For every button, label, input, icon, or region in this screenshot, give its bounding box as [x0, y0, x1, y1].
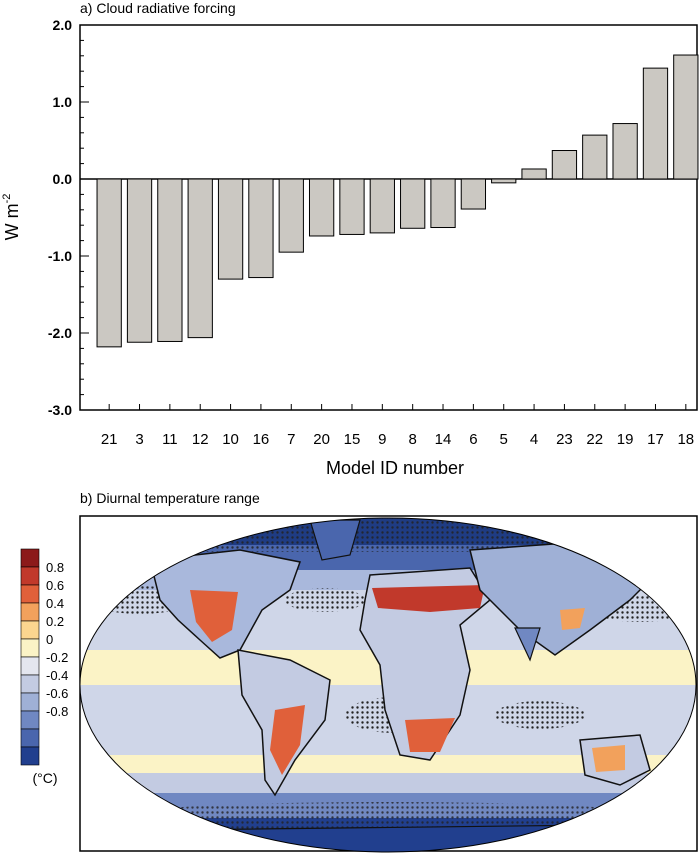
x-tick-label: 23	[556, 431, 573, 448]
x-tick-label: 21	[101, 431, 118, 448]
colorbar-swatch	[20, 584, 40, 604]
x-tick-label: 20	[313, 431, 330, 448]
x-tick-label: 17	[647, 431, 664, 448]
diurnal-temperature-map: 0.8 0.6 0.4 0.2 0 -0.2 -0.4 -0.6 -0.8 (°C)	[20, 515, 698, 853]
chart-a-title: a) Cloud radiative forcing	[80, 0, 236, 16]
bar-model-16	[248, 178, 274, 279]
plot-frame	[79, 24, 698, 411]
bar-model-7	[278, 178, 304, 253]
x-axis-label: Model ID number	[326, 458, 464, 478]
y-tick-label: 1.0	[53, 94, 73, 110]
bar-model-8	[400, 178, 426, 229]
colorbar-swatch	[20, 728, 40, 748]
x-tick-label: 8	[409, 431, 417, 448]
x-tick-label: 14	[435, 431, 452, 448]
colorbar-label: -0.6	[46, 686, 68, 701]
colorbar-label: 0.6	[46, 578, 64, 593]
y-tick-label: -1.0	[48, 248, 72, 264]
bar-model-6	[460, 178, 487, 210]
x-tick-label: 6	[469, 431, 477, 448]
bar-model-19	[612, 123, 638, 180]
colorbar-swatch	[20, 566, 40, 586]
bar-model-12	[187, 178, 213, 339]
x-tick-label: 11	[162, 431, 178, 448]
x-tick-label: 4	[530, 431, 538, 448]
y-tick-label: 0.0	[53, 171, 73, 187]
colorbar-swatch	[20, 602, 40, 622]
y-axis-label: W m-2	[1, 194, 22, 241]
colorbar-swatch	[20, 674, 40, 694]
x-tick-label: 16	[253, 431, 270, 448]
x-tick-label: 18	[677, 431, 694, 448]
colorbar-label: -0.4	[46, 668, 68, 683]
bar-model-18	[673, 54, 699, 180]
bar-model-4	[521, 168, 547, 180]
colorbar-swatch	[20, 710, 40, 730]
x-tick-label: 5	[500, 431, 508, 448]
colorbar-swatch	[20, 620, 40, 640]
x-tick-label: 7	[287, 431, 295, 448]
bar-model-15	[339, 178, 365, 235]
world-map	[80, 518, 696, 852]
bar-model-10	[217, 178, 244, 280]
colorbar-label: -0.2	[46, 650, 68, 665]
bar-model-17	[642, 67, 669, 180]
x-tick-label: 15	[344, 431, 361, 448]
colorbar-swatch	[20, 548, 40, 568]
colorbar-swatch	[20, 692, 40, 712]
cloud-forcing-bar-chart: -3.0 -2.0 -1.0 0.0 1.0 2.0 21 3 11 12 10 16 7 20 15 9 8…	[1, 17, 699, 478]
bar-model-20	[308, 178, 335, 237]
colorbar-swatch	[20, 746, 40, 766]
bar-model-23	[551, 150, 578, 180]
x-tick-label: 19	[617, 431, 634, 448]
bar-model-3	[126, 178, 153, 343]
chart-b-title: b) Diurnal temperature range	[80, 490, 260, 506]
globe-outline	[79, 517, 697, 853]
x-tick-label: 9	[378, 431, 386, 448]
y-tick-label: -3.0	[48, 402, 72, 418]
y-tick-label: -2.0	[48, 325, 72, 341]
bar-model-14	[430, 178, 456, 229]
x-axis-ticks: 21 3 11 12 10 16 7 20 15 9 8 14 6 5 4 23 22 19 17 18	[101, 404, 694, 448]
colorbar-label: 0.8	[46, 560, 64, 575]
bar-model-9	[369, 178, 395, 234]
x-tick-label: 22	[586, 431, 603, 448]
colorbar-label: 0.2	[46, 614, 64, 629]
bar-model-22	[582, 134, 608, 180]
colorbar-unit: (°C)	[32, 770, 57, 786]
colorbar	[20, 548, 40, 766]
bars-group	[80, 54, 699, 348]
y-axis-ticks: -3.0 -2.0 -1.0 0.0 1.0 2.0	[48, 17, 89, 418]
colorbar-label: 0	[46, 632, 53, 647]
colorbar-labels: 0.8 0.6 0.4 0.2 0 -0.2 -0.4 -0.6 -0.8	[46, 560, 68, 719]
bar-model-5	[491, 178, 517, 184]
colorbar-swatch	[20, 656, 40, 676]
x-tick-label: 10	[222, 431, 239, 448]
x-tick-label: 12	[192, 431, 209, 448]
bar-model-11	[157, 178, 183, 342]
colorbar-label: -0.8	[46, 704, 68, 719]
y-tick-label: 2.0	[53, 17, 73, 33]
colorbar-swatch	[20, 638, 40, 658]
bar-model-21	[96, 178, 122, 348]
x-tick-label: 3	[135, 431, 143, 448]
colorbar-label: 0.4	[46, 596, 64, 611]
